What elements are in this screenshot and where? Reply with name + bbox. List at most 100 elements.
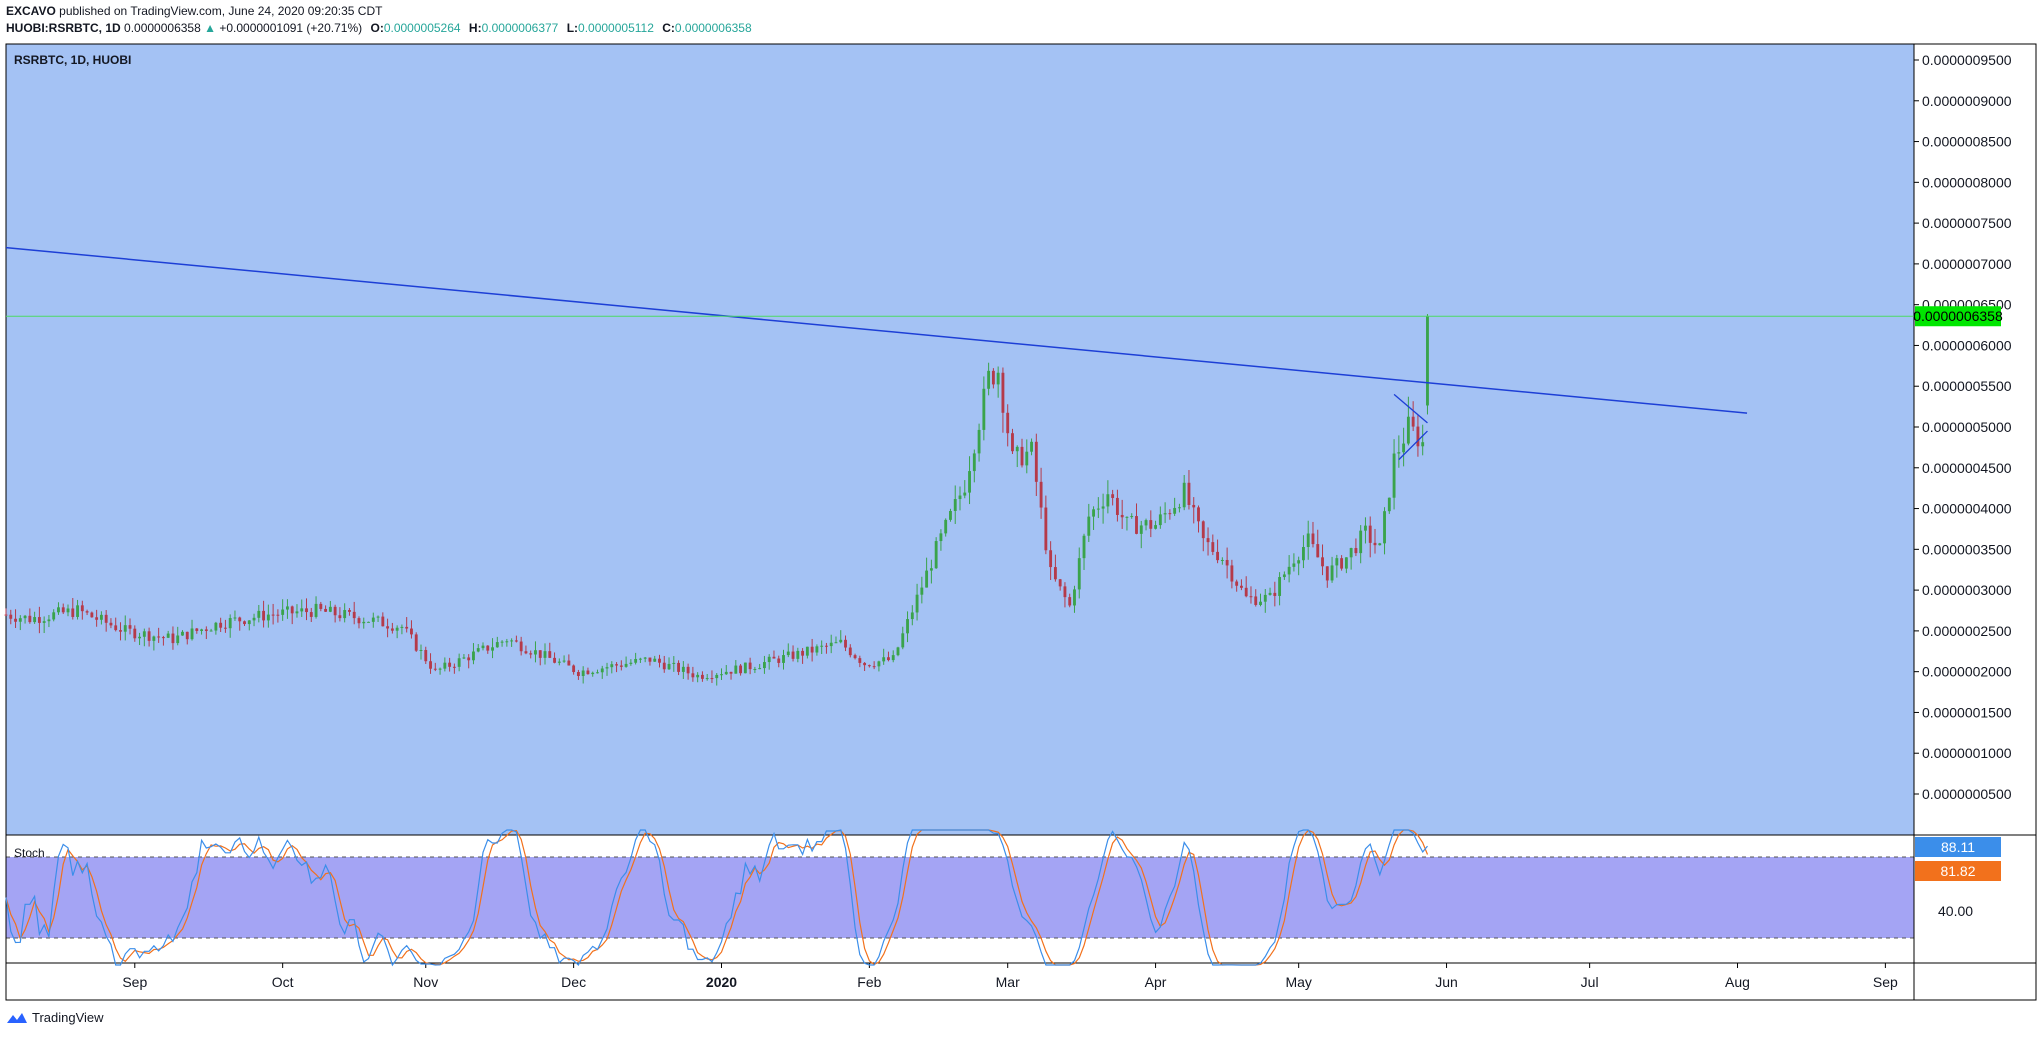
candle-body	[729, 671, 733, 674]
candle-body	[944, 519, 948, 534]
candle-body	[266, 614, 270, 621]
candle-body	[624, 663, 628, 667]
candle-body	[1092, 509, 1095, 517]
candle-body	[1130, 516, 1134, 518]
candle-body	[1039, 481, 1043, 508]
candle-body	[1030, 441, 1033, 452]
candle-body	[1340, 558, 1344, 569]
candle-body	[720, 674, 723, 676]
candle-body	[95, 617, 99, 620]
candle-body	[715, 674, 719, 679]
candle-body	[510, 640, 514, 642]
candle-body	[1259, 601, 1262, 605]
candle-body	[171, 633, 175, 644]
candle-body	[14, 618, 17, 622]
candle-body	[257, 610, 261, 618]
candle-body	[157, 636, 161, 638]
candle-body	[338, 615, 342, 619]
x-tick-label: Oct	[272, 974, 294, 990]
candle-body	[276, 614, 280, 616]
candle-body	[1197, 507, 1200, 522]
candle-body	[762, 662, 766, 669]
candle-body	[1239, 585, 1243, 588]
candle-body	[772, 656, 776, 659]
candle-body	[1068, 597, 1072, 606]
candle-body	[486, 645, 490, 651]
candle-body	[328, 606, 332, 612]
close-label: C:	[662, 21, 675, 35]
high-value: 0.0000006377	[481, 21, 559, 35]
candle-body	[1421, 442, 1425, 447]
candle-body	[1177, 507, 1181, 509]
candle-body	[371, 617, 375, 622]
candle-body	[1316, 544, 1320, 558]
candle-body	[529, 653, 533, 655]
candle-body	[138, 636, 141, 639]
candle-body	[61, 607, 65, 613]
candle-body	[476, 648, 480, 652]
last-price-tag: 0.0000006358	[1913, 308, 2003, 324]
candle-body	[285, 606, 289, 610]
candle-body	[786, 651, 790, 656]
candle-body	[982, 388, 986, 430]
y-tick-label: 0.0000003500	[1922, 541, 2012, 557]
candle-body	[290, 606, 294, 614]
candle-body	[1173, 507, 1177, 514]
candle-body	[648, 657, 652, 662]
candle-body	[767, 656, 771, 663]
open-value: 0.0000005264	[383, 21, 461, 35]
candle-body	[1330, 565, 1334, 581]
publisher-name[interactable]: EXCAVO	[6, 4, 56, 18]
candle-body	[748, 662, 752, 670]
candle-body	[872, 666, 876, 668]
candle-body	[658, 658, 661, 663]
y-tick-label: 0.0000008000	[1922, 174, 2012, 190]
candle-body	[844, 639, 847, 648]
candle-body	[57, 607, 60, 613]
candle-body	[147, 631, 151, 641]
candle-body	[42, 621, 46, 623]
candle-body	[1049, 550, 1053, 568]
candle-body	[1120, 514, 1124, 518]
candle-body	[1311, 533, 1315, 545]
candle-body	[867, 665, 871, 667]
candle-body	[376, 616, 380, 618]
candle-body	[753, 669, 757, 671]
candle-body	[295, 611, 299, 614]
candle-body	[634, 658, 638, 663]
candle-body	[386, 626, 390, 629]
candle-body	[958, 495, 962, 500]
candle-body	[1263, 594, 1267, 602]
candle-body	[247, 620, 251, 625]
candle-body	[1135, 516, 1138, 534]
stoch-level-label: 40.00	[1938, 903, 1973, 919]
candle-body	[1073, 589, 1076, 606]
y-axis[interactable]: 0.0000009500 0.0000009000 0.0000008500 0.00…	[1914, 52, 2012, 802]
x-tick-label: Nov	[413, 974, 438, 990]
candle-body	[1115, 497, 1119, 515]
candle-body	[362, 621, 366, 624]
candle-body	[104, 614, 108, 623]
candle-body	[734, 665, 738, 674]
candle-body	[987, 370, 991, 389]
candle-body	[1306, 533, 1310, 547]
candle-body	[119, 630, 122, 632]
candle-body	[1058, 579, 1062, 587]
resistance-trendline	[5, 246, 1748, 414]
candle-body	[243, 621, 246, 625]
x-axis[interactable]: Sep Oct Nov Dec 2020 Feb Mar Apr May Jun Jul Aug Sep	[122, 963, 1898, 990]
candle-body	[939, 533, 943, 542]
candle-body	[1001, 372, 1005, 413]
open-label: O:	[370, 21, 384, 35]
last-price: 0.0000006358	[124, 21, 201, 35]
candle-body	[801, 650, 805, 656]
candle-body	[562, 660, 566, 662]
candle-body	[18, 618, 22, 622]
candle-body	[467, 657, 471, 661]
candle-body	[672, 662, 676, 664]
candle-body	[204, 629, 208, 631]
candle-body	[491, 647, 494, 651]
candle-body	[1292, 563, 1296, 567]
footer[interactable]: TradingView	[6, 1010, 104, 1025]
